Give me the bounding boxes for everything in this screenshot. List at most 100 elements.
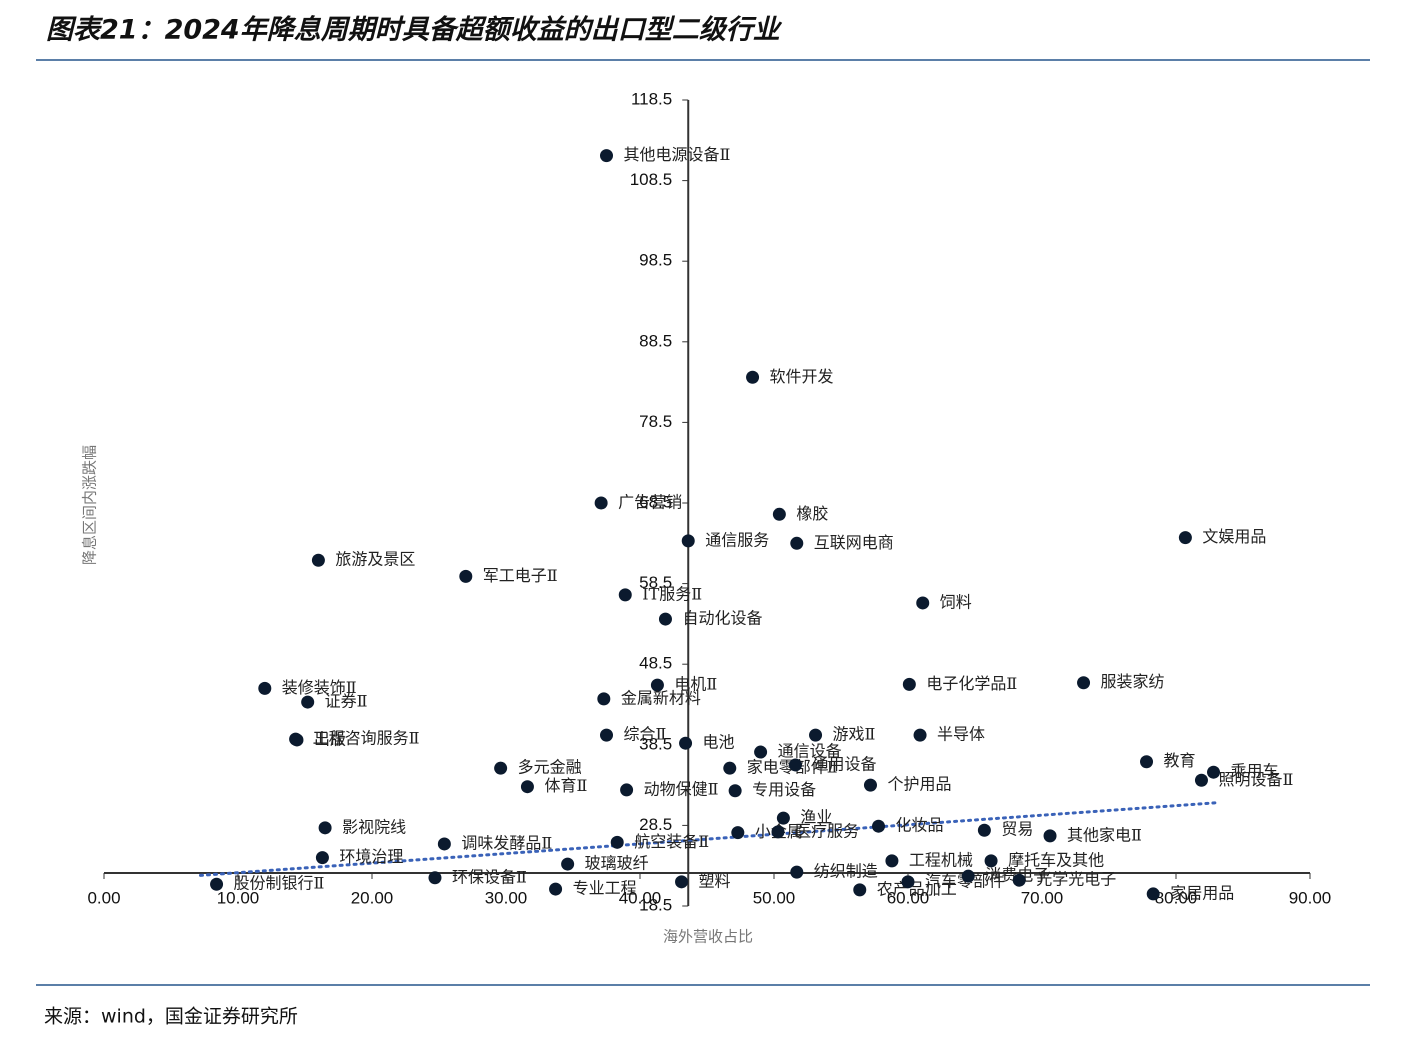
- point-label: 互联网电商: [814, 533, 894, 552]
- point: [618, 588, 632, 602]
- point-label: 摩托车及其他: [1008, 850, 1104, 869]
- point-label: 金属新材料: [621, 688, 701, 707]
- point: [549, 882, 563, 896]
- point-label: 专用设备: [752, 780, 816, 799]
- x-tick-label: 20.00: [351, 888, 394, 907]
- point: [679, 736, 693, 750]
- point-label: IT服务Ⅱ: [642, 584, 702, 603]
- y-tick-label: 98.5: [639, 251, 672, 270]
- point-label: 教育: [1164, 751, 1196, 770]
- point-label: 电池: [703, 733, 735, 752]
- point-label: 广告营销: [618, 493, 682, 512]
- y-tick-label: 58.5: [639, 573, 672, 592]
- point-label: 农产品加工: [877, 879, 957, 898]
- point-label: 其他家电Ⅱ: [1067, 825, 1142, 844]
- point: [723, 761, 737, 775]
- point-label: 饲料: [940, 592, 972, 611]
- point-label: 环境治理: [339, 847, 403, 866]
- point-label: 旅游及景区: [335, 550, 415, 569]
- point: [1207, 765, 1221, 779]
- x-tick-label: 30.00: [485, 888, 528, 907]
- x-tick-label: 0.00: [87, 888, 120, 907]
- point: [901, 875, 915, 889]
- x-tick-label: 70.00: [1021, 888, 1064, 907]
- point: [594, 496, 608, 510]
- point: [620, 783, 634, 797]
- point: [1043, 829, 1057, 843]
- y-tick-label: 78.5: [639, 412, 672, 431]
- point-label: 软件开发: [770, 367, 834, 386]
- point: [731, 826, 745, 840]
- point-label: 影视院线: [342, 817, 406, 836]
- point: [318, 821, 332, 835]
- point: [290, 733, 304, 747]
- point-label: 塑料: [699, 871, 731, 890]
- x-axis-label: 海外营收占比: [663, 928, 753, 946]
- point: [754, 745, 768, 759]
- y-tick-label: 48.5: [639, 654, 672, 673]
- point-label: 个护用品: [887, 775, 951, 794]
- point-label: 出版: [314, 729, 346, 748]
- point: [885, 854, 899, 868]
- point: [772, 507, 786, 521]
- point-label: 玻璃玻纤: [585, 854, 649, 873]
- point-label: 纺织制造: [814, 862, 878, 881]
- point: [1077, 676, 1091, 690]
- point: [902, 677, 916, 691]
- point-label: 化妆品: [896, 816, 944, 835]
- point: [853, 883, 867, 897]
- point-label: 通用设备: [812, 754, 876, 773]
- y-tick-label: 18.5: [639, 895, 672, 914]
- point-label: 航空装备Ⅱ: [634, 832, 709, 851]
- x-tick-label: 60.00: [887, 888, 930, 907]
- point-label: 橡胶: [796, 504, 828, 523]
- x-tick-label: 10.00: [217, 888, 260, 907]
- point-label: 体育Ⅱ: [544, 776, 587, 795]
- point-label: 其他电源设备Ⅱ: [624, 145, 731, 164]
- point-label: 电子化学品Ⅱ: [926, 674, 1017, 693]
- point: [809, 728, 823, 742]
- point-label: 游戏Ⅱ: [833, 725, 876, 744]
- point: [728, 784, 742, 798]
- point: [790, 536, 804, 550]
- point-label: 医疗服务: [795, 821, 859, 840]
- point: [650, 678, 664, 692]
- point-label: 证券Ⅱ: [325, 692, 368, 711]
- point-label: 贸易: [1001, 820, 1033, 839]
- point: [1146, 887, 1160, 901]
- point: [600, 149, 613, 163]
- point: [561, 857, 575, 871]
- point: [597, 692, 611, 706]
- point-label: 光学光电子: [1036, 870, 1116, 889]
- point-label: 渔业: [800, 808, 832, 827]
- point: [1194, 773, 1208, 787]
- point: [746, 370, 760, 384]
- chart-title: 图表21：2024年降息周期时具备超额收益的出口型二级行业: [46, 15, 783, 46]
- y-axis-label: 降息区间内涨跌幅: [81, 445, 99, 565]
- point: [961, 869, 975, 883]
- point-label: 装修装饰Ⅱ: [282, 678, 357, 697]
- point-label: 军工电子Ⅱ: [483, 566, 558, 585]
- point-label: 乘用车: [1231, 762, 1279, 781]
- point-label: 动物保健Ⅱ: [644, 779, 719, 798]
- point: [1012, 873, 1026, 887]
- point: [1178, 531, 1192, 545]
- y-tick-label: 118.5: [631, 89, 672, 108]
- y-tick-label: 38.5: [639, 734, 672, 753]
- point: [258, 681, 272, 695]
- point: [658, 612, 672, 626]
- point: [984, 854, 998, 868]
- x-tick-label: 90.00: [1289, 888, 1332, 907]
- point-label: 电机Ⅱ: [674, 675, 717, 694]
- point-label: 服装家纺: [1101, 672, 1165, 691]
- point-label: 综合Ⅱ: [624, 725, 667, 744]
- point-label: 工程咨询服务Ⅱ: [313, 729, 420, 748]
- point-label: 专业工程: [573, 879, 637, 898]
- point: [428, 871, 442, 885]
- point: [520, 780, 534, 794]
- y-tick-label: 108.5: [630, 170, 673, 189]
- point-label: 调味发酵品Ⅱ: [461, 833, 552, 852]
- y-tick-label: 28.5: [639, 815, 672, 834]
- point-label: 多元金融: [518, 758, 582, 777]
